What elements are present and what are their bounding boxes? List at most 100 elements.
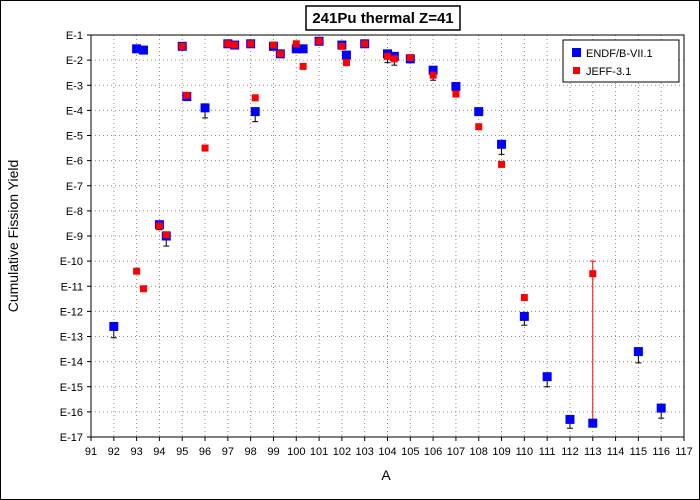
y-tick-label: E-13: [60, 332, 83, 344]
y-tick-label: E-4: [66, 105, 83, 117]
point-endf: [519, 311, 529, 321]
y-tick-label: E-11: [61, 281, 83, 293]
point-endf: [588, 418, 598, 428]
x-tick-label: 93: [130, 446, 142, 458]
point-jeff: [299, 62, 307, 70]
x-tick-label: 96: [199, 446, 211, 458]
point-jeff: [247, 40, 255, 48]
point-jeff: [589, 270, 597, 278]
x-tick-label: 91: [85, 446, 97, 458]
x-tick-label: 105: [401, 446, 419, 458]
data-points: [109, 36, 666, 428]
point-endf: [428, 65, 438, 75]
point-jeff: [342, 59, 350, 67]
point-endf: [250, 107, 260, 117]
x-tick-label: 112: [561, 446, 579, 458]
point-jeff: [251, 94, 259, 102]
point-jeff: [406, 54, 414, 62]
x-tick-label: 100: [287, 446, 305, 458]
point-jeff: [429, 71, 437, 79]
legend-marker-endf: [572, 48, 581, 57]
x-tick-label: 115: [630, 446, 648, 458]
y-tick-label: E-7: [66, 181, 83, 193]
point-jeff: [361, 40, 369, 48]
point-endf: [138, 45, 148, 55]
point-jeff: [520, 294, 528, 302]
point-jeff: [338, 42, 346, 50]
x-tick-label: 95: [176, 446, 188, 458]
point-jeff: [155, 222, 163, 230]
x-tick-label: 106: [424, 446, 442, 458]
y-axis-ticks: E-1 E-2 E-3 E-4 E-5 E-6 E-7 E-8 E-9 E-10 E-11 E-12 E…: [60, 30, 91, 444]
point-endf: [298, 44, 308, 54]
point-jeff: [133, 267, 141, 275]
point-jeff: [475, 123, 483, 131]
y-tick-label: E-3: [66, 80, 83, 92]
point-jeff: [201, 144, 209, 152]
x-tick-label: 101: [310, 446, 328, 458]
legend-label-endf: ENDF/B-VII.1: [586, 48, 653, 60]
x-tick-label: 110: [516, 446, 534, 458]
point-endf: [542, 372, 552, 382]
x-tick-label: 113: [584, 446, 602, 458]
y-tick-label: E-17: [60, 432, 83, 444]
point-jeff: [498, 160, 506, 168]
y-tick-label: E-8: [66, 206, 83, 218]
y-tick-label: E-16: [60, 407, 83, 419]
point-endf: [451, 82, 461, 92]
point-jeff: [178, 42, 186, 50]
y-tick-label: E-10: [60, 256, 83, 268]
x-tick-label: 109: [492, 446, 510, 458]
point-endf: [200, 103, 210, 113]
point-jeff: [183, 91, 191, 99]
x-tick-label: 98: [245, 446, 257, 458]
point-endf: [565, 414, 575, 424]
point-jeff: [452, 90, 460, 98]
point-endf: [497, 139, 507, 149]
x-tick-label: 117: [675, 446, 693, 458]
y-tick-label: E-9: [66, 231, 83, 243]
y-tick-label: E-6: [66, 156, 83, 168]
y-tick-label: E-5: [66, 131, 83, 143]
point-endf: [656, 403, 666, 413]
legend-label-jeff: JEFF-3.1: [586, 66, 631, 78]
chart-title: 241Pu thermal Z=41: [312, 10, 453, 27]
point-jeff: [390, 55, 398, 63]
y-tick-label: E-12: [60, 306, 83, 318]
point-jeff: [276, 50, 284, 58]
x-tick-label: 92: [108, 446, 120, 458]
x-tick-label: 97: [222, 446, 234, 458]
x-tick-label: 114: [607, 446, 625, 458]
y-axis-title: Cumulative Fission Yield: [5, 160, 21, 313]
point-jeff: [269, 41, 277, 49]
point-endf: [291, 44, 301, 54]
point-jeff: [315, 37, 323, 45]
y-tick-label: E-2: [66, 55, 83, 67]
x-tick-label: 111: [539, 446, 556, 458]
x-tick-label: 103: [356, 446, 374, 458]
legend: ENDF/B-VII.1 JEFF-3.1: [562, 39, 680, 83]
point-jeff: [162, 231, 170, 239]
point-jeff: [224, 40, 232, 48]
y-tick-label: E-15: [60, 382, 83, 394]
legend-marker-jeff: [573, 67, 580, 74]
x-axis-title: A: [381, 467, 391, 483]
point-endf: [633, 347, 643, 357]
point-endf: [341, 50, 351, 60]
point-endf: [109, 321, 119, 331]
x-tick-label: 102: [333, 446, 351, 458]
x-axis-ticks: 91 92 93 94 95 96 97 98 99 100 101 102 103 104 105 106 1…: [85, 437, 693, 458]
x-tick-label: 107: [447, 446, 465, 458]
point-jeff: [384, 52, 391, 60]
x-tick-label: 104: [378, 446, 396, 458]
x-tick-label: 94: [153, 446, 165, 458]
legend-box: [562, 39, 680, 83]
chart-title-box: [305, 5, 461, 31]
y-tick-label: E-1: [66, 30, 83, 42]
point-jeff: [292, 40, 300, 48]
x-tick-label: 99: [267, 446, 279, 458]
x-tick-label: 108: [470, 446, 488, 458]
x-tick-label: 116: [652, 446, 670, 458]
y-tick-label: E-14: [60, 357, 83, 369]
